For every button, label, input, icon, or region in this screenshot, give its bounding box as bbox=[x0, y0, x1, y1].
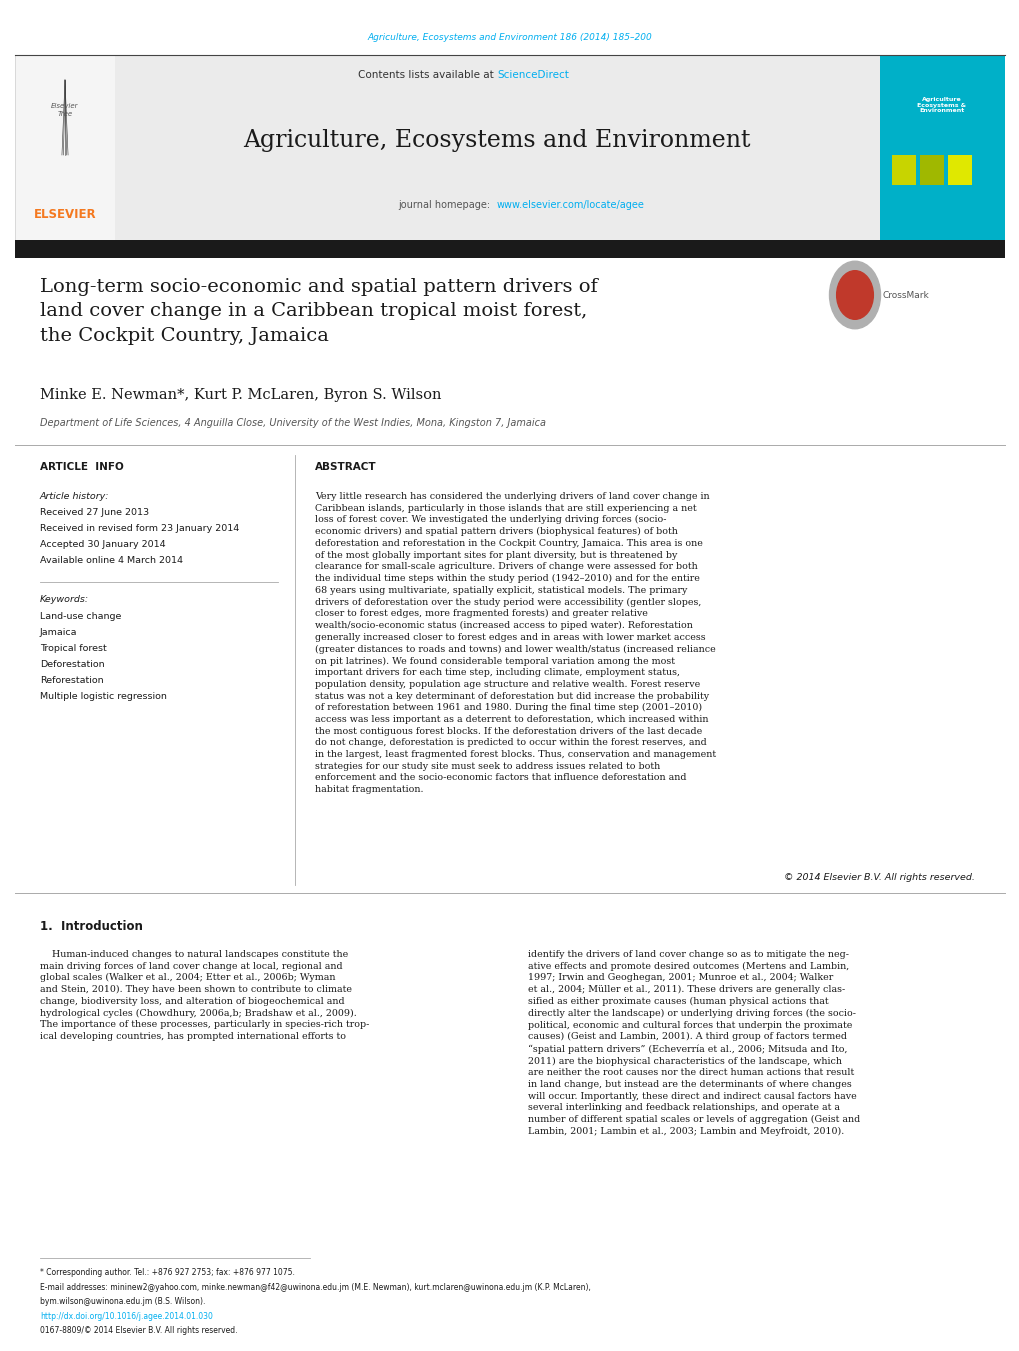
Text: Very little research has considered the underlying drivers of land cover change : Very little research has considered the … bbox=[315, 492, 715, 794]
Text: www.elsevier.com/locate/agee: www.elsevier.com/locate/agee bbox=[496, 200, 644, 209]
Text: Agriculture, Ecosystems and Environment 186 (2014) 185–200: Agriculture, Ecosystems and Environment … bbox=[367, 34, 652, 42]
Text: Available online 4 March 2014: Available online 4 March 2014 bbox=[40, 557, 182, 565]
Text: Jamaica: Jamaica bbox=[40, 628, 77, 638]
Text: CrossMark: CrossMark bbox=[882, 292, 929, 300]
Text: identify the drivers of land cover change so as to mitigate the neg-
ative effec: identify the drivers of land cover chang… bbox=[528, 950, 859, 1136]
Text: Deforestation: Deforestation bbox=[40, 661, 105, 669]
Circle shape bbox=[828, 261, 879, 328]
FancyBboxPatch shape bbox=[15, 55, 115, 240]
Text: 1.  Introduction: 1. Introduction bbox=[40, 920, 143, 934]
Text: 0167-8809/© 2014 Elsevier B.V. All rights reserved.: 0167-8809/© 2014 Elsevier B.V. All right… bbox=[40, 1325, 237, 1335]
FancyBboxPatch shape bbox=[115, 55, 879, 240]
Text: ARTICLE  INFO: ARTICLE INFO bbox=[40, 462, 123, 471]
Text: E-mail addresses: mininew2@yahoo.com, minke.newman@f42@uwinona.edu.jm (M.E. Newm: E-mail addresses: mininew2@yahoo.com, mi… bbox=[40, 1283, 590, 1292]
Text: journal homepage:: journal homepage: bbox=[398, 200, 496, 209]
Text: Accepted 30 January 2014: Accepted 30 January 2014 bbox=[40, 540, 165, 549]
FancyBboxPatch shape bbox=[892, 155, 915, 185]
FancyBboxPatch shape bbox=[947, 155, 971, 185]
Text: Land-use change: Land-use change bbox=[40, 612, 121, 621]
Text: Human-induced changes to natural landscapes constitute the
main driving forces o: Human-induced changes to natural landsca… bbox=[40, 950, 369, 1042]
Text: Tropical forest: Tropical forest bbox=[40, 644, 107, 653]
Text: Minke E. Newman*, Kurt P. McLaren, Byron S. Wilson: Minke E. Newman*, Kurt P. McLaren, Byron… bbox=[40, 388, 441, 403]
Text: Received 27 June 2013: Received 27 June 2013 bbox=[40, 508, 149, 517]
Text: Multiple logistic regression: Multiple logistic regression bbox=[40, 692, 167, 701]
Text: Department of Life Sciences, 4 Anguilla Close, University of the West Indies, Mo: Department of Life Sciences, 4 Anguilla … bbox=[40, 417, 545, 428]
FancyBboxPatch shape bbox=[919, 155, 943, 185]
Text: © 2014 Elsevier B.V. All rights reserved.: © 2014 Elsevier B.V. All rights reserved… bbox=[784, 873, 974, 882]
Text: Received in revised form 23 January 2014: Received in revised form 23 January 2014 bbox=[40, 524, 239, 534]
FancyBboxPatch shape bbox=[879, 55, 1004, 240]
Text: Elsevier
Tree: Elsevier Tree bbox=[51, 104, 78, 116]
Text: * Corresponding author. Tel.: +876 927 2753; fax: +876 977 1075.: * Corresponding author. Tel.: +876 927 2… bbox=[40, 1269, 294, 1277]
Text: Contents lists available at: Contents lists available at bbox=[358, 70, 496, 80]
Text: Article history:: Article history: bbox=[40, 492, 109, 501]
Text: Agriculture, Ecosystems and Environment: Agriculture, Ecosystems and Environment bbox=[243, 128, 750, 151]
FancyBboxPatch shape bbox=[15, 240, 1004, 258]
Text: Keywords:: Keywords: bbox=[40, 594, 89, 604]
Text: Agriculture
Ecosystems &
Environment: Agriculture Ecosystems & Environment bbox=[916, 97, 966, 113]
Text: Long-term socio-economic and spatial pattern drivers of
land cover change in a C: Long-term socio-economic and spatial pat… bbox=[40, 278, 597, 345]
Text: ScienceDirect: ScienceDirect bbox=[496, 70, 569, 80]
Text: ELSEVIER: ELSEVIER bbox=[34, 208, 96, 222]
Text: http://dx.doi.org/10.1016/j.agee.2014.01.030: http://dx.doi.org/10.1016/j.agee.2014.01… bbox=[40, 1312, 213, 1321]
Text: Reforestation: Reforestation bbox=[40, 676, 104, 685]
Text: bym.wilson@uwinona.edu.jm (B.S. Wilson).: bym.wilson@uwinona.edu.jm (B.S. Wilson). bbox=[40, 1297, 205, 1306]
Circle shape bbox=[836, 270, 872, 319]
Text: ABSTRACT: ABSTRACT bbox=[315, 462, 376, 471]
